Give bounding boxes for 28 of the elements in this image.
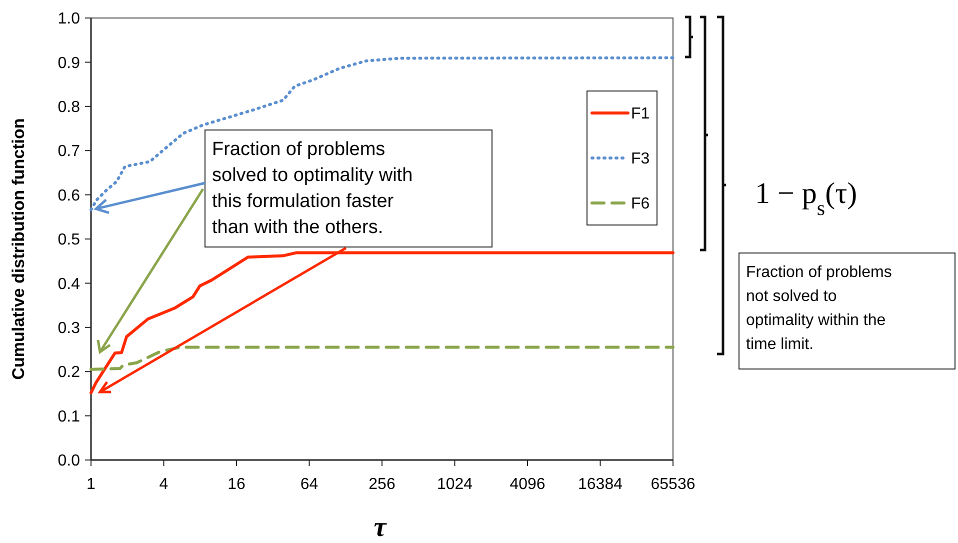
y-tick-label: 0.5 <box>58 232 80 249</box>
x-tick-label: 256 <box>368 476 396 493</box>
x-tick-label: 16 <box>228 476 246 493</box>
text: Fraction of problems not solved to optimality within the time limit. <box>746 264 892 353</box>
y-axis-title: Cumulative distribution function <box>9 118 28 380</box>
x-tick-label: 16384 <box>578 476 623 493</box>
annotation: Fraction of problems solved to optimality with this formulation faster than with the others. <box>212 139 413 238</box>
x-tick-label: 4096 <box>510 476 546 493</box>
y-tick-label: 0.6 <box>58 187 80 204</box>
y-tick-label: 0.4 <box>58 276 80 293</box>
legend-label: F6 <box>631 196 650 213</box>
y-tick-label: 0.3 <box>58 320 80 337</box>
y-tick-label: 0.1 <box>58 408 80 426</box>
y-tick-label: 0.8 <box>58 99 80 116</box>
x-tick-label: 64 <box>300 476 318 493</box>
legend-label: F3 <box>631 150 650 168</box>
legend-label: F1 <box>631 106 650 123</box>
x-tick-label: 65536 <box>650 476 696 493</box>
y-tick-label: 0.7 <box>58 143 80 160</box>
y-tick-label: 0.9 <box>58 54 80 72</box>
y-tick-label: 0.2 <box>58 364 80 382</box>
x-tick-label: 4 <box>159 476 168 493</box>
y-tick-label: 0.0 <box>58 452 80 470</box>
y-tick-label: 1.0 <box>58 10 80 28</box>
x-tick-label: 1 <box>86 476 96 493</box>
x-tick-label: 1024 <box>436 476 473 493</box>
x-axis-title: τ <box>374 512 388 543</box>
text: 1 − p$_{s}$(τ) <box>755 177 858 220</box>
